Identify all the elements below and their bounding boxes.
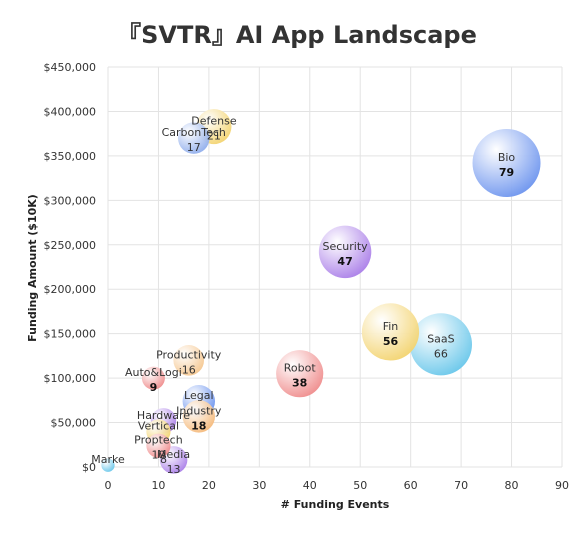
bubble-label-defense: Defense — [191, 115, 237, 128]
bubble-bio[interactable] — [472, 129, 541, 197]
x-tick-label: 90 — [555, 479, 569, 492]
y-tick-label: $250,000 — [44, 239, 97, 252]
bubble-productivity[interactable] — [173, 345, 205, 376]
bubble-count-media: 13 — [167, 463, 181, 476]
bubble-fin[interactable] — [361, 303, 420, 361]
bubble-count-productivity: 16 — [182, 363, 196, 376]
bubble-label-industry: Industry — [176, 404, 222, 417]
y-tick-label: $100,000 — [44, 372, 97, 385]
bubble-marke[interactable] — [101, 458, 115, 472]
bubble-auto-logi[interactable] — [141, 366, 165, 390]
bubble-count-carbontech: 17 — [187, 141, 201, 154]
bubble-label-robot: Robot — [284, 362, 317, 375]
x-tick-label: 70 — [454, 479, 468, 492]
y-axis-title: Funding Amount ($10K) — [26, 194, 39, 342]
bubble-label-proptech: Proptech — [134, 434, 183, 447]
bubble-saas[interactable] — [409, 313, 473, 376]
bubble-label-media: Media — [157, 448, 190, 461]
y-tick-label: $300,000 — [44, 194, 97, 207]
x-tick-label: 80 — [505, 479, 519, 492]
bubble-count-bio: 79 — [499, 166, 514, 179]
overlap-count-label: 8 — [160, 453, 167, 466]
y-tick-label: $0 — [82, 461, 96, 474]
bubble-proptech[interactable] — [146, 433, 171, 458]
x-tick-label: 10 — [151, 479, 165, 492]
axis-layer: 0 10 20 30 40 50 60 70 80 90 $0 $50,000 $100,000 $150… — [44, 61, 570, 492]
bubble-label-bio: Bio — [498, 151, 516, 164]
bubble-label-security: Security — [323, 240, 369, 253]
y-tick-label: $350,000 — [44, 150, 97, 163]
x-tick-label: 20 — [202, 479, 216, 492]
bubble-label-legal: Legal — [184, 389, 213, 402]
bubble-count-robot: 38 — [292, 377, 307, 390]
y-tick-label: $50,000 — [51, 417, 97, 430]
bubble-label-carbontech: CarbonTech — [162, 126, 226, 139]
bubble-count-defense: 21 — [207, 130, 221, 143]
bubble-label-saas: SaaS — [427, 332, 454, 345]
y-tick-label: $200,000 — [44, 283, 97, 296]
x-axis-title: # Funding Events — [281, 498, 390, 511]
bubble-count-saas: 66 — [434, 347, 448, 360]
bubble-count-proptech: 10 — [151, 449, 165, 462]
bubble-count-security: 47 — [337, 255, 352, 268]
bubble-robot[interactable] — [276, 350, 324, 398]
bubble-label-vertical: Vertical — [138, 419, 179, 432]
y-tick-label: $150,000 — [44, 328, 97, 341]
bubble-layer — [101, 109, 541, 474]
y-tick-label: $400,000 — [44, 105, 97, 118]
bubble-label-auto-logi: Auto&Logi — [125, 366, 182, 379]
bubble-count-fin: 56 — [383, 335, 399, 348]
bubble-label-fin: Fin — [383, 320, 399, 333]
x-tick-label: 60 — [404, 479, 418, 492]
y-tick-label: $450,000 — [44, 61, 97, 74]
x-tick-label: 40 — [303, 479, 317, 492]
x-tick-label: 50 — [353, 479, 367, 492]
bubble-count-industry: 18 — [191, 419, 206, 432]
label-layer: Bio 79 SaaS 66 Fin 56 Security 47 Robot 38 Defense… — [91, 115, 515, 476]
bubble-label-productivity: Productivity — [156, 348, 222, 361]
chart-title: 『SVTR』AI App Landscape — [117, 21, 477, 49]
x-tick-label: 30 — [252, 479, 266, 492]
bubble-industry[interactable] — [182, 400, 216, 433]
x-tick-label: 0 — [105, 479, 112, 492]
bubble-label-marke: Marke — [91, 453, 125, 466]
bubble-label-hardware: Hardware — [137, 409, 190, 422]
bubble-security[interactable] — [318, 225, 372, 279]
bubble-count-auto-logi: 9 — [150, 381, 158, 394]
bubble-carbontech[interactable] — [177, 122, 210, 154]
